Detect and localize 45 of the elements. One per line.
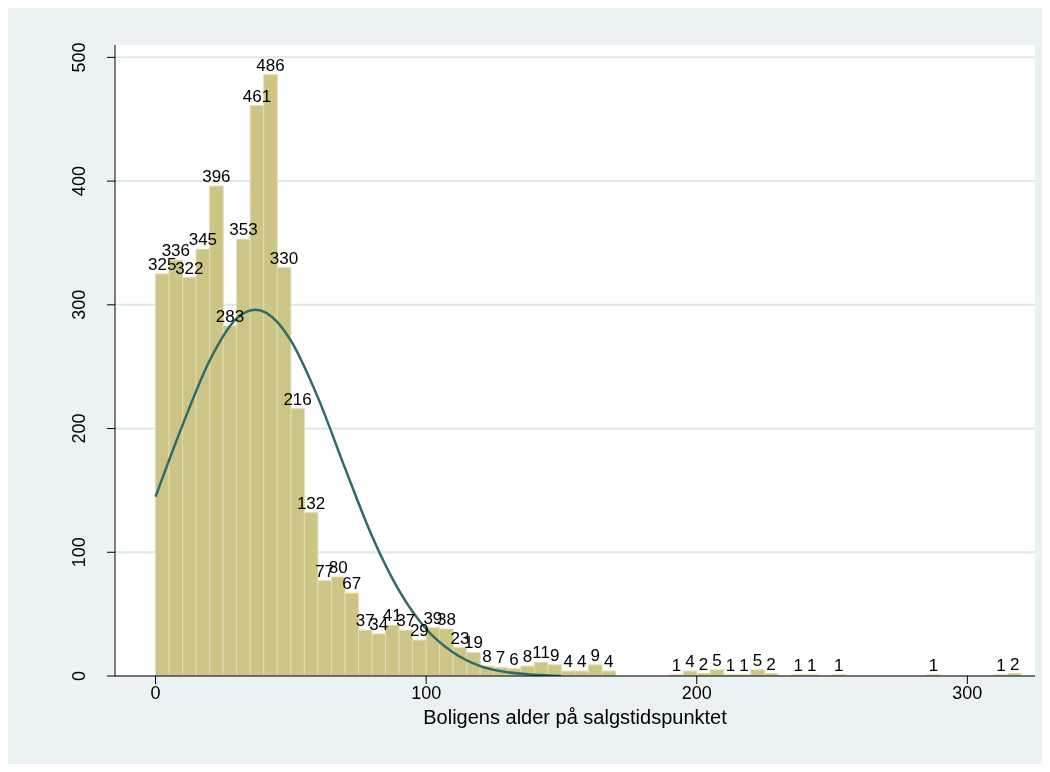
data-label: 330 — [269, 248, 299, 268]
y-tick-label: 200 — [69, 413, 89, 444]
data-label: 4 — [604, 652, 614, 672]
y-tick-label: 300 — [69, 289, 89, 320]
y-tick-label: 500 — [69, 42, 89, 73]
x-axis-title: Boligens alder på salgstidspunktet — [423, 706, 728, 729]
data-label: 1 — [996, 655, 1006, 675]
x-tick-label: 0 — [150, 682, 161, 703]
data-label: 4 — [576, 652, 587, 672]
data-label: 11 — [532, 643, 550, 663]
x-tick-label: 200 — [681, 682, 712, 703]
data-label: 5 — [752, 650, 763, 670]
y-tick-label: 100 — [69, 537, 89, 568]
data-label: 353 — [229, 220, 258, 240]
data-label: 1 — [806, 655, 817, 675]
data-label: 1 — [739, 655, 749, 675]
data-label: 486 — [256, 55, 285, 75]
data-label: 2 — [698, 654, 709, 674]
data-label: 7 — [495, 648, 506, 668]
x-tick-label: 300 — [952, 682, 983, 703]
data-label: 322 — [175, 258, 204, 278]
data-label: 132 — [296, 493, 326, 513]
data-label: 9 — [590, 645, 600, 665]
data-label: 8 — [482, 647, 492, 667]
data-label: 8 — [522, 647, 533, 667]
x-tick-label: 100 — [411, 682, 442, 703]
data-label: 1 — [671, 655, 682, 675]
data-label: 5 — [712, 650, 722, 670]
y-tick-label: 400 — [69, 166, 89, 197]
data-label: 345 — [188, 230, 218, 250]
data-label: 461 — [242, 86, 272, 106]
data-label: 396 — [202, 167, 231, 187]
data-label: 4 — [563, 652, 573, 672]
data-label: 67 — [342, 574, 362, 594]
data-label: 2 — [1009, 654, 1020, 674]
data-label: 1 — [834, 655, 844, 675]
data-label: 9 — [549, 645, 560, 665]
data-label: 1 — [928, 655, 939, 675]
data-label: 216 — [283, 389, 312, 409]
data-label: 4 — [685, 652, 695, 672]
data-label: 2 — [766, 654, 776, 674]
data-label: 1 — [793, 655, 803, 675]
y-tick-label: 0 — [69, 670, 89, 682]
data-label: 1 — [725, 655, 736, 675]
data-label: 6 — [509, 649, 519, 669]
